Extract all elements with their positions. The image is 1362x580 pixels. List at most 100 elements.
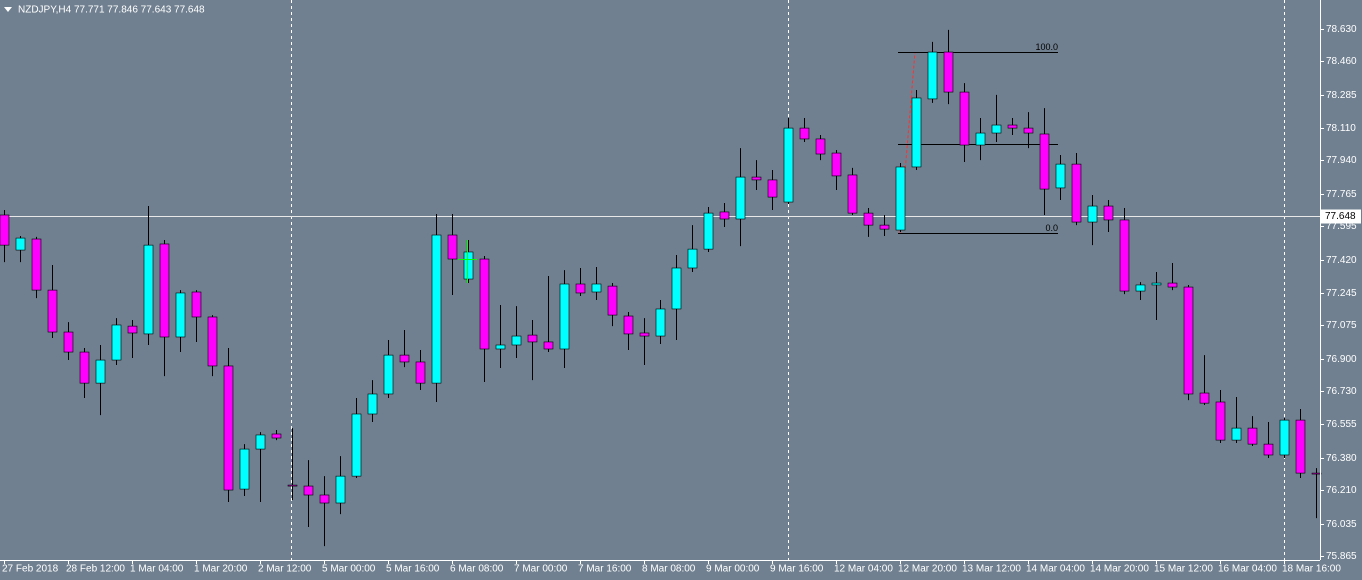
candle-body	[0, 214, 10, 246]
candle-body	[15, 237, 26, 251]
x-tick-label: 14 Mar 20:00	[1090, 564, 1149, 575]
candle-body	[991, 124, 1002, 134]
candle-body	[671, 267, 682, 310]
candle-body	[319, 494, 330, 504]
fibo-label: 0.0	[1045, 223, 1058, 233]
x-tick-label: 12 Mar 04:00	[834, 564, 893, 575]
candle-body	[431, 234, 442, 384]
candle-body	[911, 97, 922, 168]
candle-body	[1167, 282, 1178, 288]
x-tick-label: 9 Mar 16:00	[770, 564, 824, 575]
candle-body	[767, 179, 778, 198]
candle-body	[623, 315, 634, 335]
x-tick-label: 9 Mar 00:00	[706, 564, 760, 575]
candle-body	[31, 238, 42, 291]
candle-body	[1007, 124, 1018, 129]
x-tick-label: 1 Mar 04:00	[130, 564, 184, 575]
x-tick-label: 7 Mar 00:00	[514, 564, 568, 575]
candle-body	[463, 251, 474, 280]
candle-body	[783, 127, 794, 203]
candle-body	[1247, 427, 1258, 445]
candle-body	[1215, 401, 1226, 441]
x-tick-label: 14 Mar 04:00	[1026, 564, 1085, 575]
x-tick-label: 16 Mar 04:00	[1218, 564, 1277, 575]
candle-body	[1183, 286, 1194, 395]
candle-body	[191, 291, 202, 318]
x-tick-label: 28 Feb 12:00	[66, 564, 125, 575]
y-tick-label: 77.940	[1326, 155, 1357, 166]
candle-body	[383, 354, 394, 395]
candle-body	[511, 335, 522, 346]
candle-body	[367, 393, 378, 415]
candle-body	[527, 334, 538, 343]
candle-body	[751, 176, 762, 181]
candle-body	[399, 354, 410, 363]
candle-body	[63, 331, 74, 353]
candle-body	[1231, 427, 1242, 441]
candle-body	[143, 244, 154, 335]
candle-body	[719, 211, 730, 220]
candle-body	[1311, 472, 1322, 475]
candle-body	[703, 212, 714, 250]
candle-body	[1279, 419, 1290, 456]
candle-body	[1263, 443, 1274, 456]
candle-body	[127, 325, 138, 334]
candle-body	[1151, 282, 1162, 286]
y-tick-label: 76.730	[1326, 386, 1357, 397]
y-tick-label: 77.595	[1326, 221, 1357, 232]
y-tick-label: 77.245	[1326, 288, 1357, 299]
candle-body	[255, 434, 266, 450]
y-tick-label: 76.555	[1326, 419, 1357, 430]
x-tick-label: 8 Mar 08:00	[642, 564, 696, 575]
candle-body	[655, 308, 666, 337]
y-tick-label: 76.900	[1326, 354, 1357, 365]
fibo-label: 100.0	[1035, 42, 1058, 52]
candle-body	[687, 248, 698, 269]
x-tick-label: 27 Feb 2018	[2, 564, 59, 575]
menu-arrow[interactable]	[4, 7, 12, 12]
candle-body	[1071, 163, 1082, 223]
x-tick-label: 13 Mar 12:00	[962, 564, 1021, 575]
candle-body	[735, 176, 746, 220]
y-tick-label: 76.380	[1326, 453, 1357, 464]
candle-body	[79, 351, 90, 384]
candle-body	[895, 166, 906, 231]
candle-body	[959, 91, 970, 146]
x-tick-label: 5 Mar 00:00	[322, 564, 376, 575]
candle-body	[815, 138, 826, 155]
candle-body	[335, 475, 346, 504]
y-tick-label: 75.865	[1326, 551, 1357, 562]
y-tick-label: 78.630	[1326, 24, 1357, 35]
x-tick-label: 2 Mar 12:00	[258, 564, 312, 575]
candle-body	[1135, 284, 1146, 292]
candle-body	[1039, 133, 1050, 190]
candle-body	[831, 152, 842, 177]
y-tick-label: 77.420	[1326, 255, 1357, 266]
plot: 100.0 0.0	[0, 29, 1322, 547]
y-tick-label: 76.210	[1326, 485, 1357, 496]
x-tick-label: 6 Mar 08:00	[450, 564, 504, 575]
candle-body	[111, 324, 122, 361]
candle-body	[1119, 219, 1130, 292]
candle-body	[1199, 392, 1210, 404]
candle-body	[975, 132, 986, 146]
bid-label-bg	[1321, 209, 1361, 224]
candle-body	[47, 289, 58, 333]
candle-body	[575, 283, 586, 294]
candle-body	[927, 51, 938, 100]
candle-body	[303, 485, 314, 496]
candle-body	[847, 174, 858, 214]
x-tick-label: 7 Mar 16:00	[578, 564, 632, 575]
candle-body	[159, 243, 170, 338]
y-tick-label: 77.765	[1326, 189, 1357, 200]
candle-body	[223, 365, 234, 491]
candle-body	[479, 258, 490, 350]
candle-body	[1295, 419, 1306, 474]
candle-body	[863, 212, 874, 226]
candle-body	[543, 341, 554, 350]
candle-body	[943, 51, 954, 93]
candle-body	[1055, 163, 1066, 189]
candle-body	[415, 361, 426, 384]
x-tick-label: 1 Mar 20:00	[194, 564, 248, 575]
